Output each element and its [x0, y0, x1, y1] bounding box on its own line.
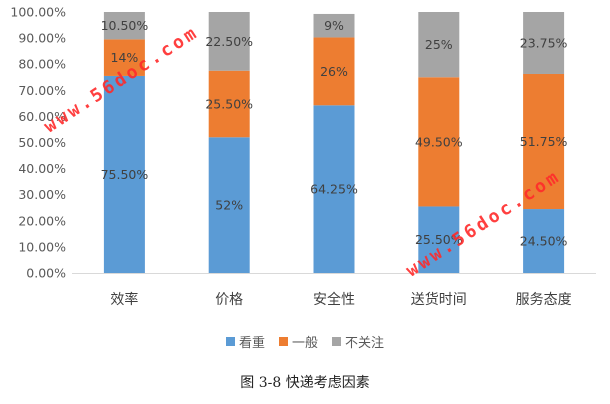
bar-segment — [103, 39, 145, 76]
figure-caption: 图 3-8 快递考虑因素 — [240, 375, 370, 391]
data-label: 64.25% — [310, 182, 358, 197]
bar-segment — [208, 70, 250, 138]
data-label: 9% — [324, 18, 344, 33]
stacked-bar-chart: 0.00% 10.00% 20.00% 30.00% 40.00% 50.00% 60.00… — [10, 5, 596, 308]
y-tick-label: 20.00% — [18, 213, 66, 228]
bar-segment — [208, 137, 250, 273]
y-tick-label: 50.00% — [18, 135, 66, 150]
y-tick-label: 30.00% — [18, 187, 66, 202]
legend-item-2: 不关注 — [332, 332, 384, 351]
bar-segment — [418, 206, 460, 273]
y-tick-label: 70.00% — [18, 83, 66, 98]
x-tick-label: 价格 — [215, 292, 243, 308]
data-label: 51.75% — [520, 134, 568, 149]
legend-item-1: 一般 — [278, 332, 318, 351]
bar-segment — [208, 12, 250, 71]
data-label: 26% — [320, 64, 348, 79]
bar-area: 75.50% 14% 10.50% 52% 25.50% 22.50% 64.25% 26% 9… — [101, 12, 568, 274]
bar-segment — [418, 12, 460, 78]
data-label: 22.50% — [205, 34, 253, 49]
legend-item-0: 看重 — [225, 332, 265, 351]
data-label: 24.50% — [520, 234, 568, 249]
x-tick-label: 安全性 — [313, 291, 355, 308]
legend-label-0: 看重 — [238, 335, 265, 351]
data-label: 75.50% — [101, 167, 149, 182]
legend: 看重 一般 不关注 — [0, 331, 610, 351]
y-tick-label: 40.00% — [18, 161, 66, 176]
y-tick-label: 90.00% — [18, 31, 66, 46]
data-label: 23.75% — [520, 35, 568, 50]
legend-label-1: 一般 — [291, 335, 318, 351]
data-label: 14% — [111, 50, 139, 65]
legend-swatch-0 — [225, 336, 235, 346]
data-label: 52% — [215, 198, 243, 213]
bar-segment — [313, 13, 355, 38]
x-tick-label: 送货时间 — [411, 291, 467, 308]
x-tick-label: 服务态度 — [516, 292, 572, 308]
x-tick-label: 效率 — [110, 291, 138, 308]
y-tick-label: 100.00% — [10, 5, 66, 20]
y-tick-label: 60.00% — [18, 109, 66, 124]
bar-segment — [313, 105, 355, 274]
y-tick-label: 80.00% — [18, 57, 66, 72]
bar-segment — [523, 73, 565, 210]
data-label: 25.50% — [205, 97, 253, 112]
bar-segment — [313, 37, 355, 106]
x-axis: 效率 价格 安全性 送货时间 服务态度 — [72, 273, 596, 308]
y-axis: 0.00% 10.00% 20.00% 30.00% 40.00% 50.00% 60.00… — [10, 5, 66, 281]
data-label: 49.50% — [415, 134, 463, 149]
bar-segment — [418, 77, 460, 207]
bar-segment — [523, 12, 565, 74]
y-tick-label: 0.00% — [26, 266, 66, 281]
data-label: 10.50% — [101, 18, 149, 33]
bar-segment — [523, 209, 565, 273]
legend-swatch-1 — [278, 336, 288, 346]
bar-segment — [103, 12, 145, 40]
bar-segment — [103, 75, 145, 273]
y-tick-label: 10.00% — [18, 239, 66, 254]
legend-label-2: 不关注 — [345, 335, 385, 351]
data-label: 25.50% — [415, 232, 463, 247]
data-label: 25% — [425, 37, 453, 52]
legend-swatch-2 — [332, 336, 341, 346]
